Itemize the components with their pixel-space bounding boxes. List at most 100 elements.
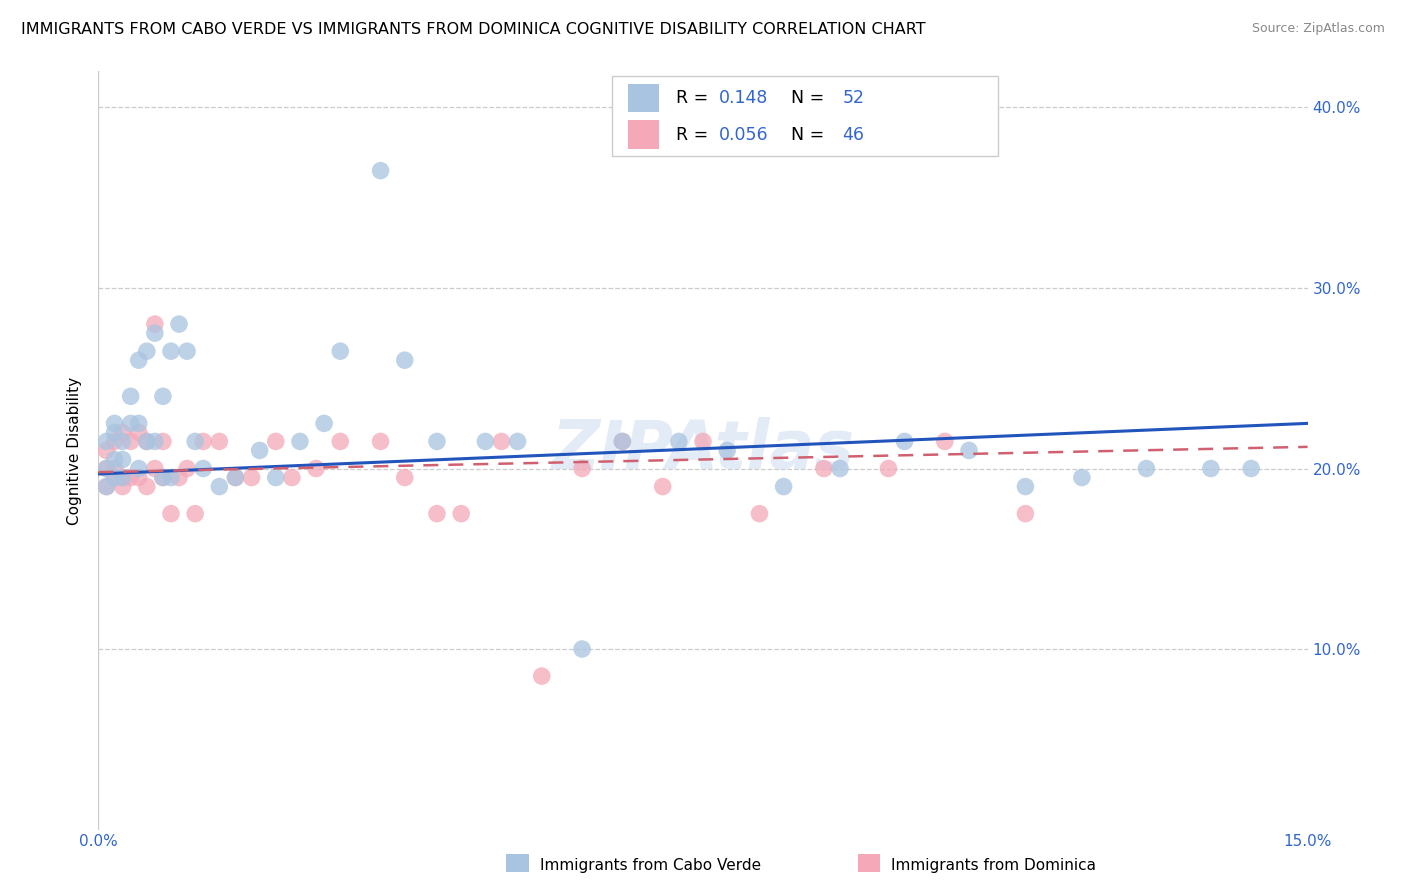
Point (249, 443, 271, 458)
Point (120, 389, 142, 403)
Point (748, 507, 770, 521)
Point (1135, 461, 1157, 475)
Point (1240, 461, 1263, 475)
Point (111, 479, 134, 493)
Point (152, 434, 174, 449)
Point (135, 434, 157, 449)
Point (193, 461, 215, 475)
Point (143, 434, 166, 449)
Text: R =: R = (676, 126, 714, 144)
Text: 0.056: 0.056 (718, 126, 768, 144)
Point (103, 470, 125, 484)
Point (96, 434, 118, 449)
Point (111, 470, 134, 484)
Point (264, 470, 287, 484)
Point (491, 434, 513, 449)
Point (1070, 470, 1092, 484)
Point (651, 479, 673, 493)
Text: Source: ZipAtlas.com: Source: ZipAtlas.com (1251, 22, 1385, 36)
Point (668, 434, 690, 449)
Point (184, 434, 207, 449)
Point (370, 163, 392, 178)
Point (167, 317, 190, 331)
Point (692, 434, 714, 449)
Point (1014, 507, 1036, 521)
Point (120, 470, 142, 484)
Point (394, 353, 416, 368)
Point (152, 389, 174, 403)
Point (426, 507, 449, 521)
Point (264, 434, 287, 449)
Point (329, 344, 352, 359)
Point (128, 425, 150, 440)
Point (143, 317, 166, 331)
Point (208, 479, 231, 493)
Text: N =: N = (780, 89, 830, 107)
Point (103, 425, 125, 440)
Point (394, 470, 416, 484)
Point (135, 344, 157, 359)
Text: R =: R = (676, 89, 714, 107)
Point (281, 470, 304, 484)
Point (1014, 479, 1036, 493)
Text: 52: 52 (842, 89, 865, 107)
Point (329, 434, 352, 449)
Text: IMMIGRANTS FROM CABO VERDE VS IMMIGRANTS FROM DOMINICA COGNITIVE DISABILITY CORR: IMMIGRANTS FROM CABO VERDE VS IMMIGRANTS… (21, 22, 925, 37)
Point (96, 479, 118, 493)
Point (224, 470, 246, 484)
Point (120, 417, 142, 431)
Point (96, 479, 118, 493)
Point (152, 470, 174, 484)
Point (143, 461, 166, 475)
Text: Immigrants from Dominica: Immigrants from Dominica (891, 858, 1097, 872)
Point (103, 461, 125, 475)
Point (96, 443, 118, 458)
Point (111, 425, 134, 440)
Point (1199, 461, 1222, 475)
Point (193, 434, 215, 449)
Point (612, 434, 634, 449)
Text: Immigrants from Cabo Verde: Immigrants from Cabo Verde (540, 858, 761, 872)
Text: 0.148: 0.148 (718, 89, 768, 107)
Point (96, 461, 118, 475)
Point (160, 344, 183, 359)
Text: 46: 46 (842, 126, 865, 144)
Text: ZIPAtlas: ZIPAtlas (551, 417, 855, 483)
Point (314, 417, 336, 431)
Point (571, 461, 593, 475)
Point (167, 470, 190, 484)
Text: N =: N = (780, 126, 830, 144)
Point (474, 434, 496, 449)
Point (240, 470, 263, 484)
Point (103, 417, 125, 431)
Point (135, 479, 157, 493)
Point (530, 669, 553, 683)
Point (934, 434, 956, 449)
Point (103, 434, 125, 449)
Point (877, 461, 900, 475)
Point (152, 470, 174, 484)
Point (184, 507, 207, 521)
Point (128, 461, 150, 475)
Point (160, 470, 183, 484)
Point (893, 434, 915, 449)
Point (828, 461, 851, 475)
Point (128, 417, 150, 431)
Point (128, 353, 150, 368)
Point (120, 434, 142, 449)
Point (143, 326, 166, 340)
Point (103, 452, 125, 467)
Point (426, 434, 449, 449)
Point (571, 642, 593, 657)
Point (176, 344, 198, 359)
Point (612, 434, 634, 449)
Point (96, 461, 118, 475)
Point (224, 470, 246, 484)
Point (135, 434, 157, 449)
Point (128, 470, 150, 484)
Point (111, 434, 134, 449)
Point (957, 443, 980, 458)
Point (103, 470, 125, 484)
Point (111, 470, 134, 484)
Point (772, 479, 794, 493)
